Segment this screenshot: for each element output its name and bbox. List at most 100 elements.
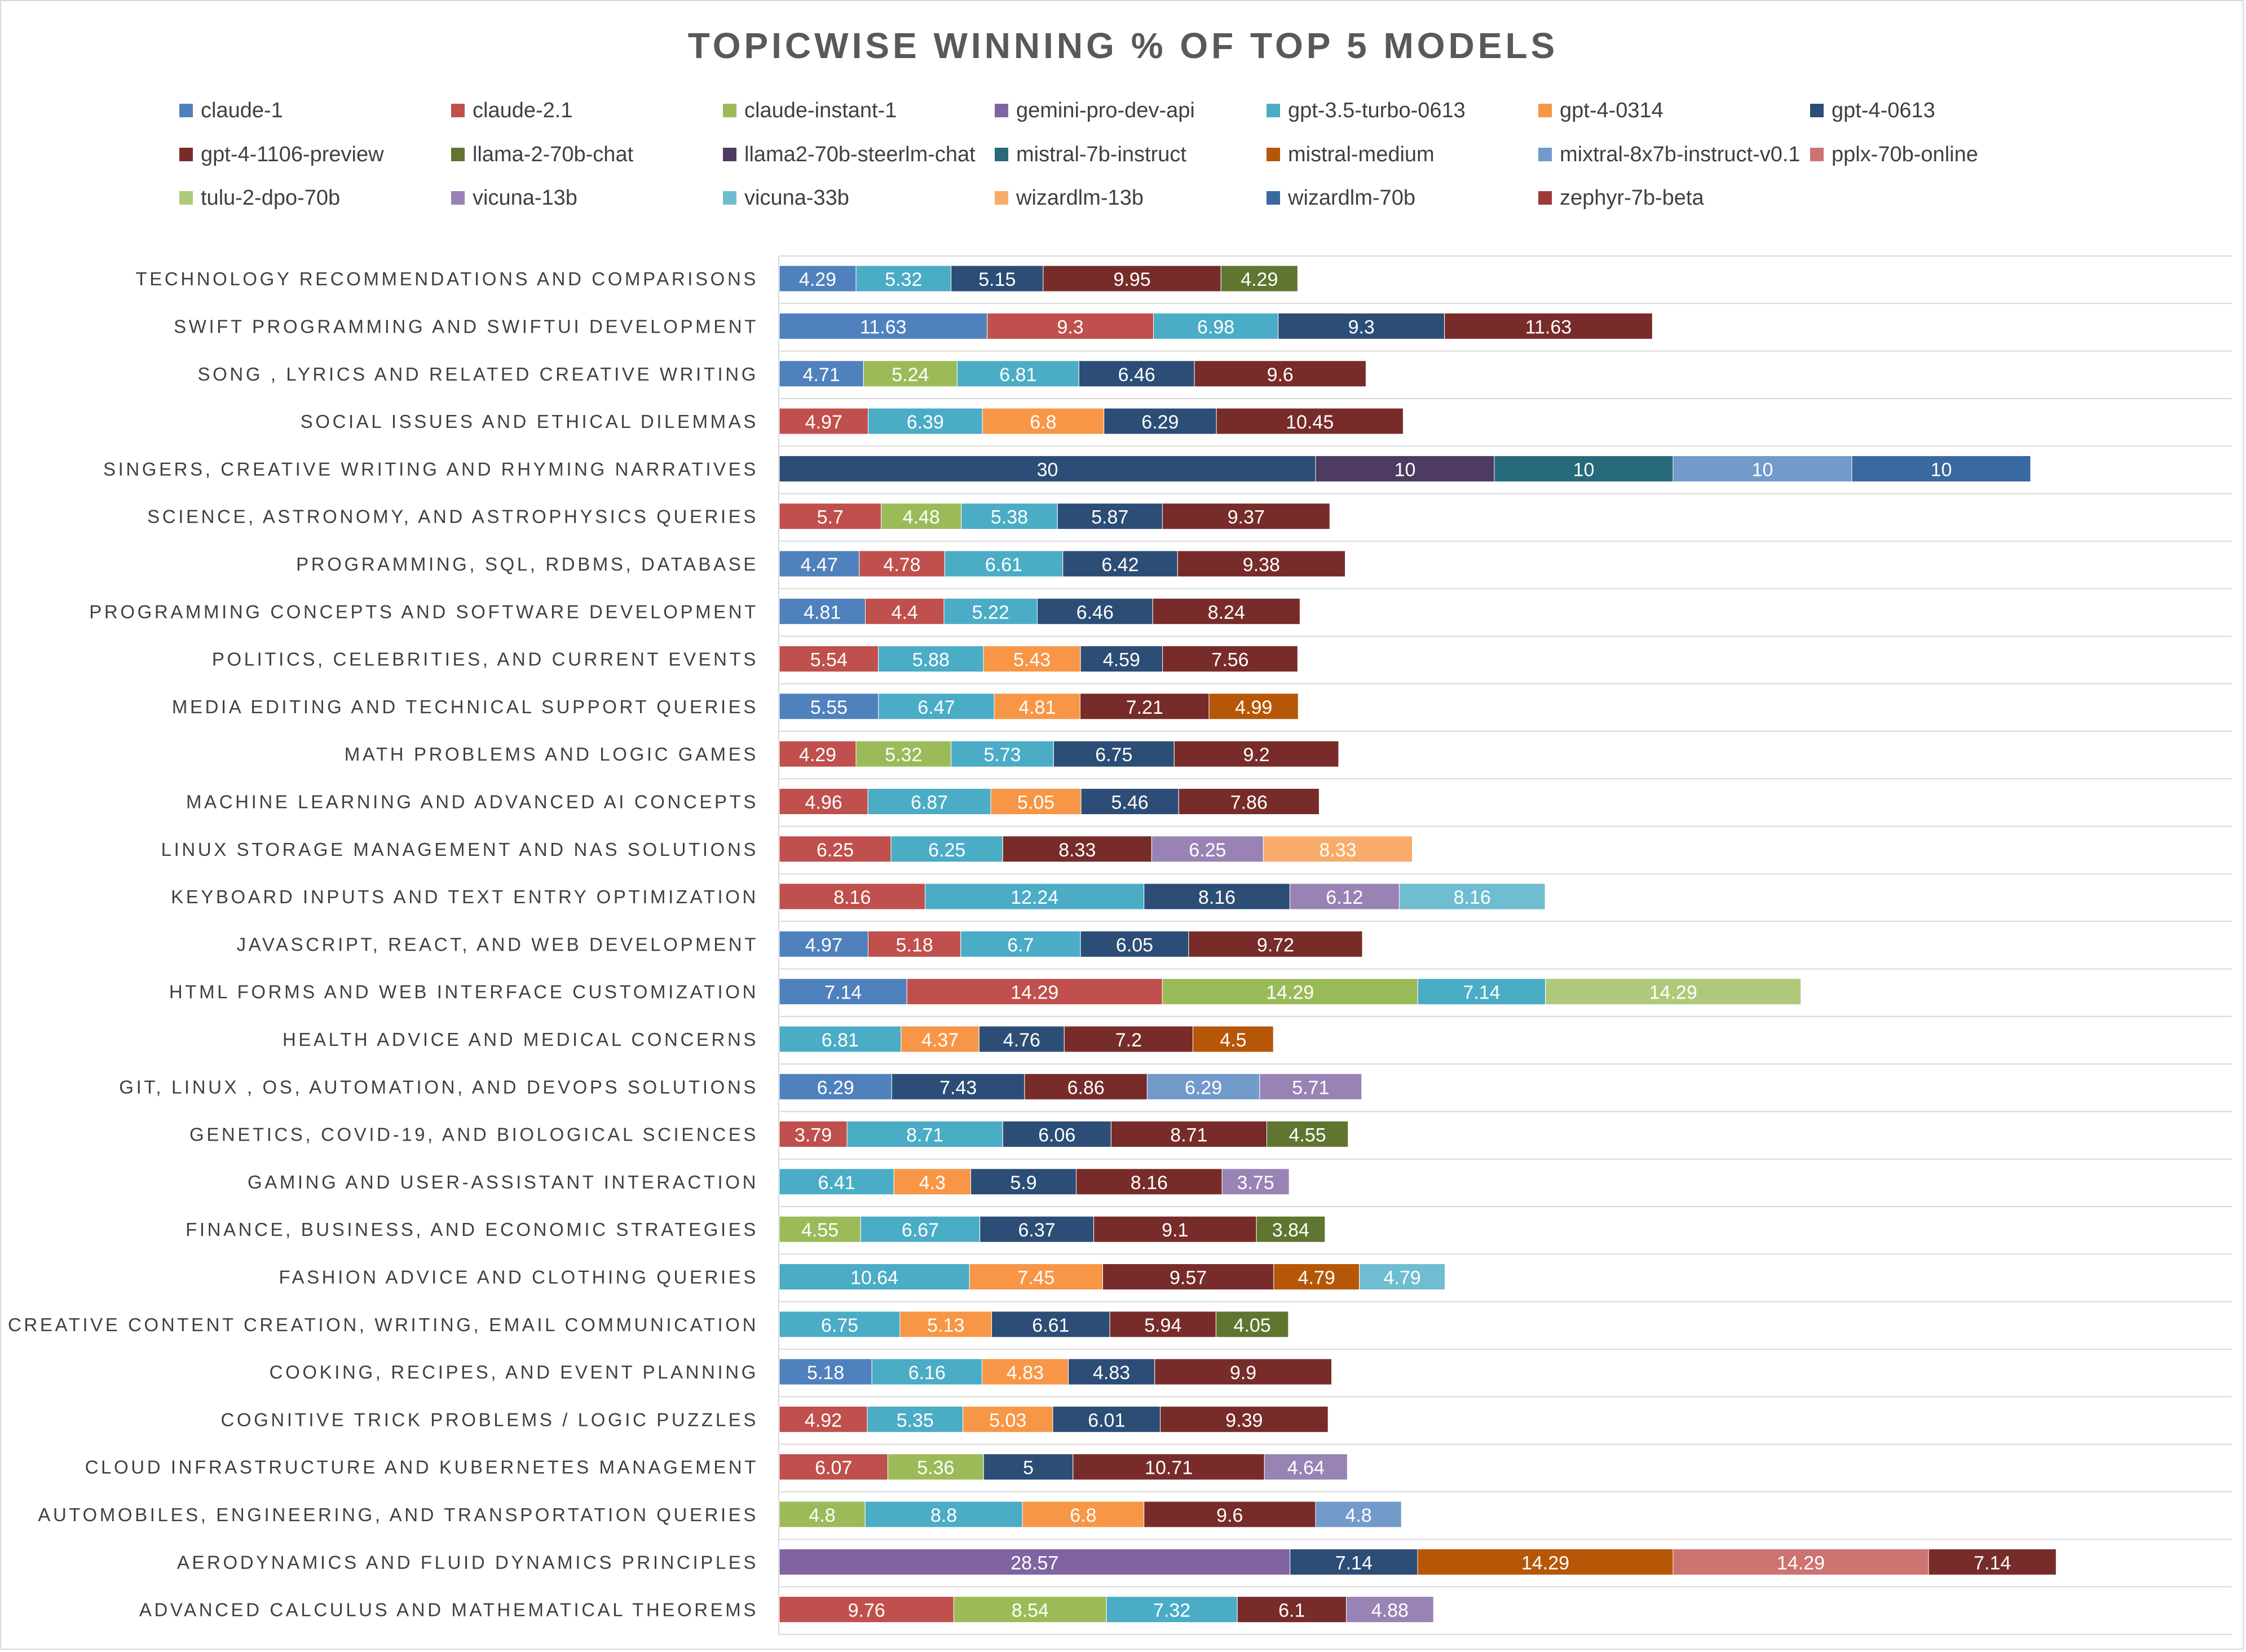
bar-segment-gpt-4-0613: [1080, 646, 1163, 673]
legend-item-gpt-3-5-turbo-0613: gpt-3.5-turbo-0613: [1267, 96, 1466, 125]
bar-segment-gpt-4-0613: [1068, 1358, 1155, 1385]
legend-label: tulu-2-dpo-70b: [201, 185, 341, 210]
bar-segment-gpt-4-1106-preview: [1024, 1073, 1148, 1100]
bar-segment-wizardlm-13b: [1263, 836, 1413, 863]
bar-segment-gpt-4-0613: [1057, 503, 1163, 530]
data-label: 30: [1037, 459, 1058, 480]
data-label: 6.75: [821, 1315, 858, 1336]
data-label: 8.71: [906, 1125, 943, 1146]
bar-segment-gpt-3-5-turbo-0613: [878, 646, 984, 673]
legend-label: pplx-70b-online: [1832, 142, 1978, 166]
data-label: 4.47: [801, 554, 838, 576]
data-label: 6.87: [911, 792, 948, 814]
category-label-science-astronomy-and-astrophysics-queries: SCIENCE, ASTRONOMY, AND ASTROPHYSICS QUE…: [147, 506, 758, 527]
category-label-fashion-advice-and-clothing-queries: FASHION ADVICE AND CLOTHING QUERIES: [279, 1267, 758, 1288]
data-label: 4.3: [919, 1172, 946, 1194]
legend-swatch: [1267, 191, 1280, 205]
legend-swatch: [1810, 148, 1824, 161]
bar-segment-vicuna-13b: [1151, 836, 1264, 863]
data-label: 10.64: [850, 1267, 898, 1289]
data-label: 6.42: [1101, 554, 1139, 576]
bar-segment-claude-2-1: [779, 788, 868, 815]
bar-segment-vicuna-13b: [1259, 1073, 1362, 1100]
bar-segment-gpt-4-0314: [994, 693, 1080, 720]
data-label: 8.16: [833, 887, 871, 908]
data-label: 8.33: [1058, 840, 1096, 861]
bar-segment-gpt-4-0314: [969, 1264, 1104, 1290]
bar-segment-gpt-3-5-turbo-0613: [1417, 978, 1546, 1005]
legend-item-gpt-4-0613: gpt-4-0613: [1810, 96, 1935, 125]
bar-segment-gpt-4-1106-preview: [1110, 1121, 1268, 1147]
data-label: 6.47: [917, 697, 955, 718]
legend-swatch: [451, 191, 465, 205]
legend-label: gpt-4-1106-preview: [201, 142, 384, 166]
bar-segment-llama-2-70b-chat: [1215, 1311, 1289, 1338]
bar-segment-claude-1: [779, 265, 857, 292]
data-label: 7.14: [824, 982, 862, 1004]
bar-segment-mixtral-8x7b-instruct-v0-1: [1315, 1501, 1402, 1528]
data-label: 6.29: [1185, 1077, 1222, 1098]
data-label: 9.2: [1243, 744, 1269, 766]
data-label: 3.84: [1272, 1220, 1309, 1241]
bar-segment-gpt-4-0613: [1144, 883, 1290, 910]
legend-item-wizardlm-70b: wizardlm-70b: [1267, 184, 1415, 212]
bar-segment-claude-2-1: [987, 312, 1154, 339]
bar-segment-gpt-4-1106-preview: [1444, 312, 1653, 339]
bar-segment-gpt-4-0613: [978, 1026, 1065, 1053]
category-label-social-issues-and-ethical-dilemmas: SOCIAL ISSUES AND ETHICAL DILEMMAS: [301, 411, 758, 432]
legend-label: mistral-medium: [1288, 142, 1435, 166]
data-label: 7.56: [1211, 650, 1248, 671]
data-label: 4.78: [883, 554, 920, 576]
data-label: 8.16: [1131, 1172, 1168, 1194]
data-label: 9.1: [1162, 1220, 1188, 1241]
bar-segment-gpt-4-0613: [1278, 312, 1445, 339]
legend-label: llama-2-70b-chat: [473, 142, 634, 166]
bar-segment-claude-2-1: [779, 883, 926, 910]
legend-item-gemini-pro-dev-api: gemini-pro-dev-api: [995, 96, 1195, 125]
bar-segment-claude-instant-1: [779, 1501, 866, 1528]
data-label: 5.38: [991, 507, 1028, 528]
data-label: 6.39: [907, 412, 944, 433]
data-label: 10: [1752, 459, 1773, 480]
data-label: 6.05: [1116, 934, 1153, 956]
category-label-programming-sql-rdbms-database: PROGRAMMING, SQL, RDBMS, DATABASE: [296, 554, 758, 575]
bar-segment-mistral-7b-instruct: [1494, 455, 1674, 482]
bar-segment-pplx-70b-online: [1673, 1548, 1929, 1575]
bar-segment-gpt-3-5-turbo-0613: [878, 693, 995, 720]
category-label-technology-recommendations-and-comparisons: TECHNOLOGY RECOMMENDATIONS AND COMPARISO…: [136, 268, 758, 289]
legend-item-zephyr-7b-beta: zephyr-7b-beta: [1538, 184, 1704, 212]
bar-segment-claude-1: [779, 978, 907, 1005]
data-label: 4.8: [1345, 1505, 1371, 1526]
legend-item-pplx-70b-online: pplx-70b-online: [1810, 140, 1978, 169]
legend-swatch: [1538, 148, 1552, 161]
data-label: 5.32: [885, 269, 922, 290]
bar-segment-gpt-3-5-turbo-0613: [867, 788, 991, 815]
bar-segment-mistral-medium: [1273, 1264, 1360, 1290]
data-label: 6.81: [822, 1030, 859, 1051]
bar-segment-claude-2-1: [779, 1596, 954, 1623]
bar-segment-gpt-4-0613: [1052, 1406, 1160, 1433]
data-label: 9.6: [1267, 364, 1294, 386]
data-label: 6.06: [1038, 1125, 1075, 1146]
bar-segment-gpt-4-1106-preview: [1162, 646, 1298, 673]
data-label: 4.29: [799, 744, 836, 766]
bar-segment-claude-2-1: [779, 740, 857, 767]
bar-segment-gpt-3-5-turbo-0613: [1106, 1596, 1238, 1623]
category-label-gaming-and-user-assistant-interaction: GAMING AND USER-ASSISTANT INTERACTION: [248, 1172, 758, 1192]
bar-segment-gpt-4-1106-preview: [1002, 836, 1152, 863]
bar-segment-gpt-4-0613: [1002, 1121, 1111, 1147]
data-label: 8.71: [1170, 1125, 1207, 1146]
data-label: 4.97: [805, 412, 842, 433]
category-label-programming-concepts-and-software-development: PROGRAMMING CONCEPTS AND SOFTWARE DEVELO…: [89, 601, 758, 622]
data-label: 28.57: [1011, 1552, 1058, 1574]
legend-swatch: [723, 104, 736, 117]
legend-label: mistral-7b-instruct: [1016, 142, 1186, 166]
bar-segment-gpt-4-1106-preview: [1154, 1358, 1332, 1385]
bar-segment-gpt-3-5-turbo-0613: [925, 883, 1145, 910]
bar-segment-claude-instant-1: [863, 360, 957, 387]
bar-segment-claude-2-1: [779, 646, 879, 673]
legend-item-claude-1: claude-1: [179, 96, 283, 125]
bar-segment-gpt-4-0613: [951, 265, 1044, 292]
